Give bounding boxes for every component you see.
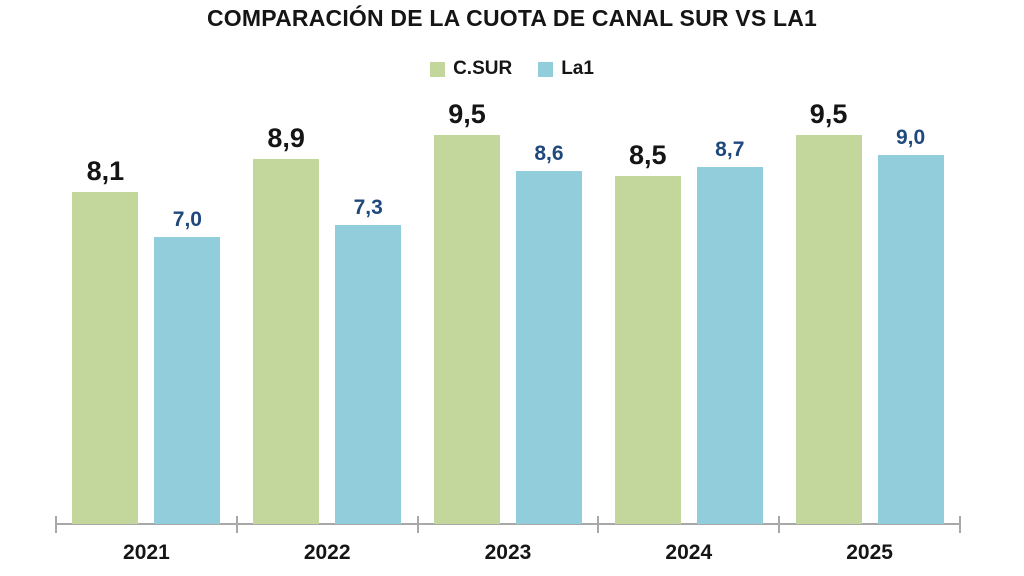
legend-item-csur: C.SUR xyxy=(430,58,512,80)
x-axis-label-2021: 2021 xyxy=(123,541,170,564)
axis-tick-5 xyxy=(959,516,961,533)
x-axis-label-2024: 2024 xyxy=(665,541,713,564)
axis-tick-2 xyxy=(416,516,419,533)
legend-label-csur: C.SUR xyxy=(453,58,513,79)
bar-la1-2025: 9,0 xyxy=(877,127,944,524)
x-axis-label-2025: 2025 xyxy=(846,541,893,564)
data-label-csur-2023: 9,5 xyxy=(448,98,486,129)
data-label-la1-2023: 8,6 xyxy=(534,142,564,166)
legend-swatch-csur xyxy=(430,61,446,77)
legend: C.SUR La1 xyxy=(0,58,1024,80)
data-label-csur-2024: 8,5 xyxy=(629,139,667,170)
data-label-la1-2024: 8,7 xyxy=(715,138,745,162)
plot-area: 8,1 7,0 8,9 7,3 9,5 8,6 8,5 8,7 9,5 9,0 xyxy=(55,100,961,533)
category-group-2023: 9,5 8,6 xyxy=(418,100,599,524)
bar-groups: 8,1 7,0 8,9 7,3 9,5 8,6 8,5 8,7 9,5 9,0 xyxy=(56,100,960,524)
chart-title: COMPARACIÓN DE LA CUOTA DE CANAL SUR VS … xyxy=(206,5,818,31)
category-group-2025: 9,5 9,0 xyxy=(779,100,960,524)
legend-item-la1: La1 xyxy=(538,58,594,80)
bar-csur-2023: 9,5 xyxy=(433,100,500,524)
bar-csur-2024: 8,5 xyxy=(614,141,681,524)
x-axis-label-2023: 2023 xyxy=(484,541,532,564)
bar-la1-2024: 8,7 xyxy=(696,139,763,524)
bar-csur-2025: 9,5 xyxy=(795,100,862,524)
category-group-2024: 8,5 8,7 xyxy=(598,114,779,524)
bar-csur-2022: 8,9 xyxy=(253,125,320,524)
category-group-2021: 8,1 7,0 xyxy=(56,114,237,524)
axis-tick-0 xyxy=(55,516,57,533)
bar-la1-2021: 7,0 xyxy=(154,209,221,524)
axis-tick-4 xyxy=(778,516,781,533)
legend-swatch-la1 xyxy=(538,61,554,77)
axis-tick-1 xyxy=(235,516,238,533)
legend-label-la1: La1 xyxy=(561,58,594,79)
data-label-csur-2022: 8,9 xyxy=(267,123,305,154)
data-label-la1-2022: 7,3 xyxy=(353,195,383,219)
category-group-2022: 8,9 7,3 xyxy=(237,114,418,524)
data-label-la1-2021: 7,0 xyxy=(172,208,202,231)
bar-csur-2021: 8,1 xyxy=(72,157,139,524)
data-label-la1-2025: 9,0 xyxy=(895,126,926,149)
x-axis-label-2022: 2022 xyxy=(303,541,351,564)
bar-la1-2022: 7,3 xyxy=(335,197,402,524)
data-label-csur-2021: 8,1 xyxy=(86,155,125,186)
axis-tick-3 xyxy=(597,516,600,533)
x-axis-labels: 2021 2022 2023 2024 2025 xyxy=(56,541,960,565)
data-label-csur-2025: 9,5 xyxy=(809,98,848,129)
bar-la1-2023: 8,6 xyxy=(515,143,582,524)
x-axis-line xyxy=(56,523,960,525)
